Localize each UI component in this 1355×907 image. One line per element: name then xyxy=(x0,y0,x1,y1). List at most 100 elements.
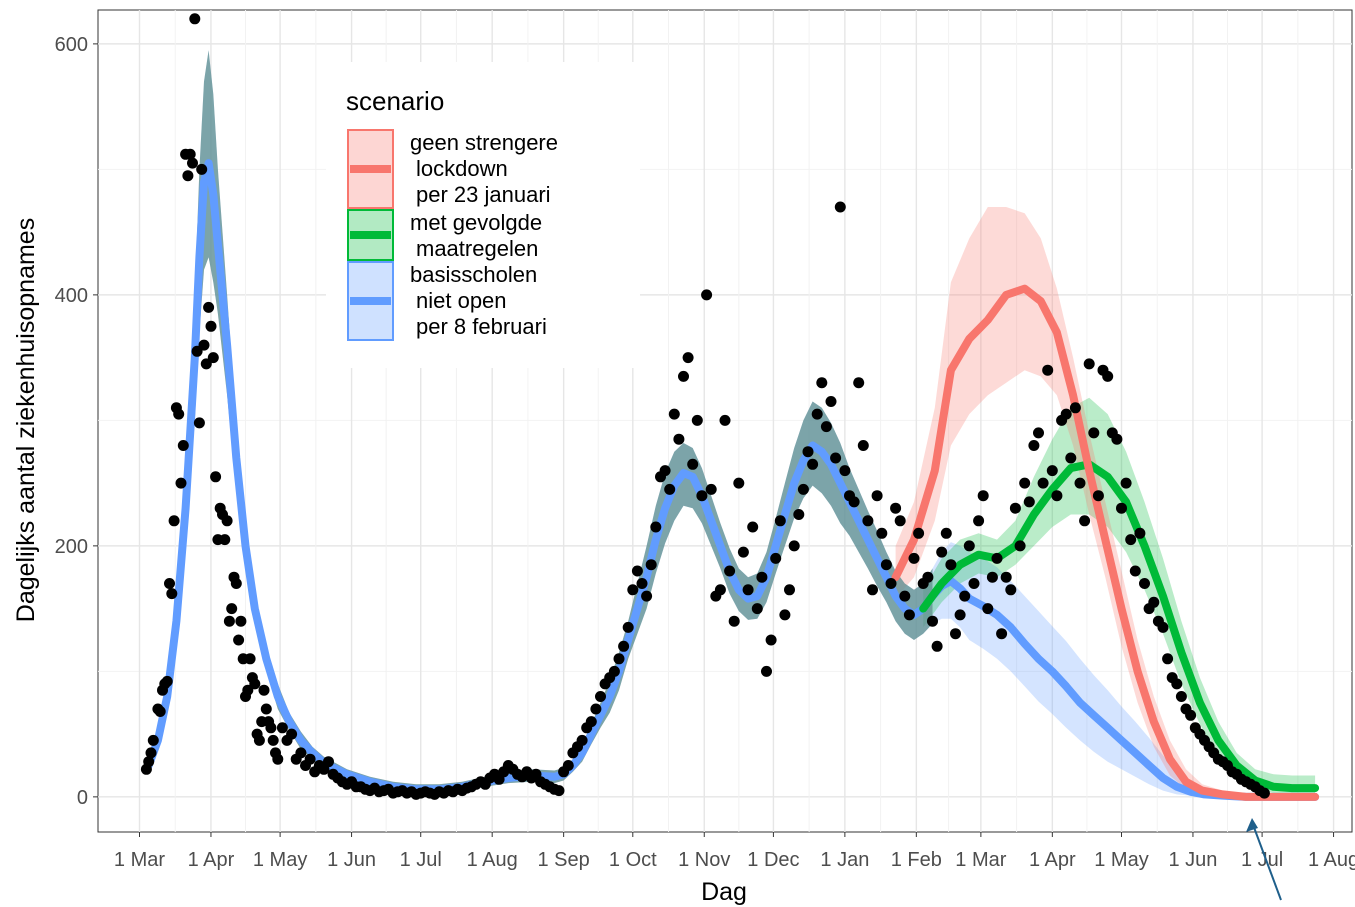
x-axis-ticks: 1 Mar 1 Apr 1 May 1 Jun 1 Jul 1 Aug 1 Sep 1 Oct… xyxy=(114,832,1355,871)
data-point xyxy=(1051,490,1063,502)
confidence-bands xyxy=(148,50,1316,797)
data-point xyxy=(714,584,726,596)
data-point xyxy=(756,571,768,583)
legend-label: lockdown xyxy=(416,156,508,181)
data-point xyxy=(200,358,212,370)
legend-label: met gevolgde xyxy=(410,210,542,235)
data-point xyxy=(982,603,994,615)
data-point xyxy=(820,421,832,433)
data-point xyxy=(848,496,860,508)
legend-label: geen strengere xyxy=(410,130,558,155)
data-point xyxy=(728,615,740,627)
data-point xyxy=(223,615,235,627)
x-axis-title: Dag xyxy=(701,878,747,906)
line-series-0 xyxy=(891,284,1320,801)
data-point xyxy=(164,578,175,589)
data-point xyxy=(724,565,736,577)
x-tick-label: 1 Mar xyxy=(955,849,1006,871)
data-point xyxy=(857,440,869,451)
data-point xyxy=(811,408,823,420)
data-point xyxy=(788,540,800,552)
data-point xyxy=(1162,653,1174,665)
data-point xyxy=(853,377,865,389)
data-point xyxy=(908,552,920,564)
data-point xyxy=(147,734,159,746)
legend-label: maatregelen xyxy=(416,236,538,261)
data-point xyxy=(936,546,948,558)
data-point xyxy=(761,665,772,677)
y-axis-ticks: 0 200 400 600 xyxy=(55,34,98,809)
x-tick-label: 1 Dec xyxy=(747,849,799,871)
data-point xyxy=(751,603,763,615)
data-point xyxy=(249,678,261,690)
data-point xyxy=(198,339,210,351)
data-point xyxy=(950,628,961,640)
data-point xyxy=(922,571,934,583)
data-point xyxy=(862,515,874,527)
legend-label: per 8 februari xyxy=(416,314,547,339)
data-point xyxy=(876,527,888,539)
data-point xyxy=(737,546,749,558)
data-point xyxy=(834,201,846,213)
x-tick-label: 1 Mar xyxy=(114,849,165,871)
data-point xyxy=(733,477,745,489)
data-point xyxy=(205,320,217,332)
data-point xyxy=(1258,787,1270,799)
scenario-lines xyxy=(144,159,1320,801)
data-point xyxy=(1069,402,1081,414)
x-tick-label: 1 Jan xyxy=(820,849,869,871)
data-point xyxy=(991,552,1003,564)
data-point xyxy=(219,534,231,546)
line-series-2 xyxy=(144,159,1320,801)
data-point xyxy=(940,527,952,539)
data-point xyxy=(585,716,597,728)
data-point xyxy=(260,703,272,715)
x-tick-label: 1 Jul xyxy=(1241,849,1283,871)
data-point xyxy=(1000,571,1012,583)
data-point xyxy=(253,734,265,746)
data-point xyxy=(816,377,828,389)
data-point xyxy=(880,559,892,571)
data-point xyxy=(143,756,155,768)
data-point xyxy=(765,634,777,646)
data-point xyxy=(286,728,298,740)
data-point xyxy=(1088,427,1100,439)
data-point xyxy=(618,640,630,652)
band-series-1 xyxy=(923,397,1316,795)
data-point xyxy=(1065,452,1077,464)
data-point xyxy=(627,584,639,596)
x-tick-label: 1 Jul xyxy=(400,849,442,871)
data-point xyxy=(1060,408,1072,420)
data-point xyxy=(959,590,971,602)
data-point xyxy=(576,734,588,746)
data-point xyxy=(807,458,819,470)
data-point xyxy=(986,571,998,583)
data-point xyxy=(226,603,238,615)
legend-background xyxy=(326,62,640,368)
x-tick-label: 1 Nov xyxy=(678,849,730,871)
data-point xyxy=(945,559,957,571)
data-point xyxy=(1134,527,1146,539)
data-point xyxy=(272,753,284,765)
data-point xyxy=(913,527,925,539)
x-tick-label: 1 Jun xyxy=(1168,849,1217,871)
data-point xyxy=(230,578,242,589)
x-tick-label: 1 Sep xyxy=(538,849,590,871)
data-point xyxy=(221,515,233,527)
data-point xyxy=(867,584,878,596)
data-point xyxy=(668,408,680,420)
data-point xyxy=(678,370,689,382)
y-axis-title: Dagelijks aantal ziekenhuisopnames xyxy=(12,218,40,622)
data-point xyxy=(1171,678,1183,690)
data-point xyxy=(265,722,277,734)
x-tick-label: 1 May xyxy=(253,849,307,871)
data-point xyxy=(323,756,334,768)
data-point xyxy=(1014,540,1026,552)
data-point xyxy=(203,301,215,313)
data-point xyxy=(608,665,620,677)
data-point xyxy=(774,515,786,527)
data-point xyxy=(613,653,625,665)
data-point xyxy=(1042,364,1054,376)
band-series-2 xyxy=(148,50,1316,797)
